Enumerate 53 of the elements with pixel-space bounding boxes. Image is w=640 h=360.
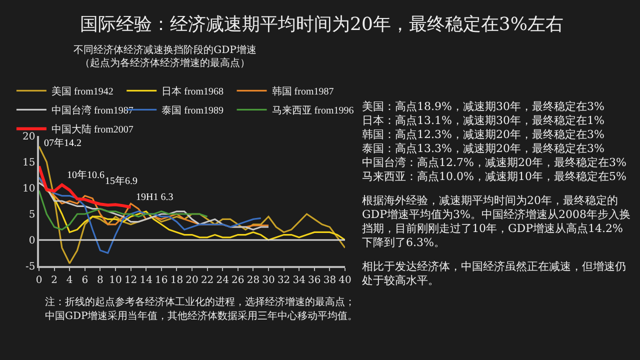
x-tick-label: 40 [338,274,352,286]
x-tick-label: 30 [262,274,275,286]
text: 泰国：高点13.3%，减速期20年，最终稳定在3% [362,142,606,156]
x-tick-label: 28 [246,274,260,286]
x-tick-label: 22 [200,274,214,286]
y-tick-label: 5 [28,210,36,220]
x-tick-label: 8 [97,274,104,286]
legend-label: 马来西亚 from1996 [272,104,354,117]
y-tick-label: 10 [22,184,36,194]
legend-label: 泰国 from1989 [162,106,224,117]
x-tick-label: 14 [140,274,152,286]
text: 中国GDP增速采用当年值，其他经济体数据采用三年中心移动平均值。 [45,311,358,322]
text: 根据海外经验，减速期平均时间为20年，最终稳定的GDP增速平均值为3%。中国经济增速从2008年步入换挡期，目前刚刚走过了10年，GDP增速从高点14.2%下降到了6.3%。 [362,194,632,250]
annotation: 15年6.9 [105,175,138,187]
x-tick-label: 0 [36,274,42,286]
annotation: 10年10.6 [67,169,104,181]
line-series [39,190,208,230]
text: 相比于发达经济体，中国经济虽然正在减速，但增速仍处于较高水平。 [362,260,627,288]
x-tick-label: 26 [232,274,244,286]
chart-subtitle: 不同经济体经济减速换挡阶段的GDP增速 [74,45,256,56]
x-tick-label: 10 [109,274,122,286]
text: 日本：高点13.1%，减速期30年，最终稳定在1% [362,114,606,128]
x-tick-label: 38 [323,274,336,286]
y-tick-label: 15 [22,158,36,168]
legend-label: 中国大陆 from2007 [51,124,134,136]
legend-label: 韩国 from1987 [272,86,334,98]
chart-title: 国际经验：经济减速期平均时间为20年，最终稳定在3%左右 [80,13,564,36]
text: 马来西亚：高点10.0%，减速期10年，最终稳定在5% [362,170,628,184]
legend-label: 中国台湾 from1987 [51,104,134,117]
text: （起点为各经济体经济增速的最高点） [80,58,250,69]
legend-label: 日本 from1968 [162,86,224,98]
x-tick-label: 2 [51,274,58,286]
legend-label: 美国 from1942 [51,86,114,98]
text: 韩国：高点12.3%，减速期20年，最终稳定在3% [362,128,606,142]
text: 美国：高点18.9%，减速期30年，最终稳定在3% [362,100,606,114]
x-tick-label: 4 [66,274,73,286]
x-tick-label: 18 [170,274,184,286]
line-series [39,146,345,264]
y-tick-label: 0 [28,236,36,246]
text: 注：折线的起点参考各经济体工业化的进程，选择经济增速的最高点； [45,297,355,308]
x-tick-label: 36 [308,274,321,286]
x-tick-label: 34 [292,274,306,286]
x-tick-label: 16 [155,274,168,286]
x-tick-label: 12 [124,274,138,286]
y-tick-label: -5 [26,262,36,272]
annotation: 19H1 6.3 [136,192,174,203]
x-tick-label: 32 [277,274,290,286]
text: 中国台湾：高点12.7%，减速期20年，最终稳定在3% [362,156,628,170]
x-tick-label: 6 [82,274,88,286]
y-tick-label: 20 [22,132,36,142]
annotation: 07年14.2 [44,137,82,149]
x-tick-label: 20 [186,274,198,286]
x-tick-label: 24 [216,274,229,286]
